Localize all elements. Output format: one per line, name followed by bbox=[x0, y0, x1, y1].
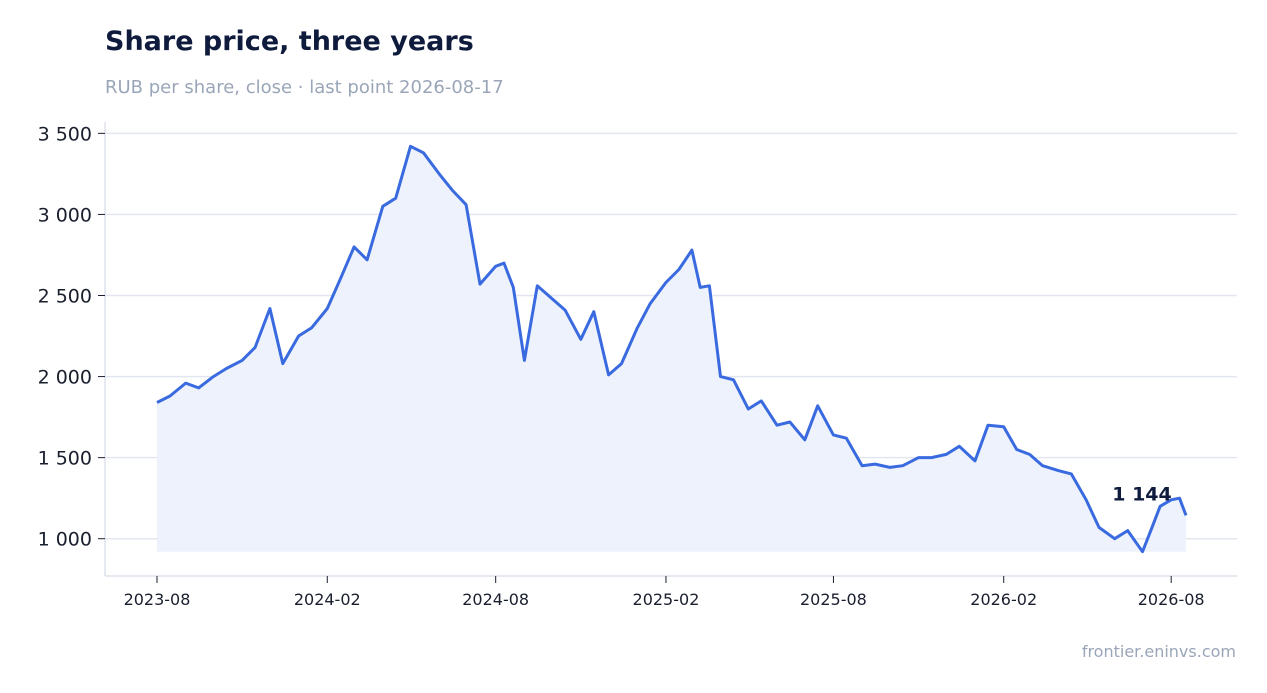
y-tick-label: 3 000 bbox=[38, 204, 92, 226]
source-label: frontier.eninvs.com bbox=[1081, 642, 1236, 661]
chart-subtitle: RUB per share, close · last point 2026-0… bbox=[105, 77, 504, 98]
chart-title: Share price, three years bbox=[105, 26, 474, 57]
price-line bbox=[156, 144, 1188, 554]
x-tick-label: 2024-08 bbox=[462, 590, 529, 609]
axes bbox=[104, 122, 1237, 577]
x-axis-ticks: 2023-08 2024-02 2024-08 2025-02 2025-08 2026-… bbox=[124, 576, 1205, 609]
x-tick-label: 2026-02 bbox=[970, 590, 1037, 609]
x-tick-label: 2026-08 bbox=[1138, 590, 1205, 609]
price-area-fill bbox=[157, 146, 1186, 552]
x-tick-label: 2024-02 bbox=[294, 590, 361, 609]
y-tick-label: 2 500 bbox=[38, 285, 92, 307]
y-tick-label: 1 500 bbox=[38, 448, 92, 470]
last-value-label: 1 144 bbox=[1112, 483, 1172, 505]
y-tick-label: 3 500 bbox=[38, 123, 92, 145]
y-tick-label: 1 000 bbox=[38, 529, 92, 551]
y-tick-label: 2 000 bbox=[38, 367, 92, 389]
x-tick-label: 2025-02 bbox=[633, 590, 700, 609]
x-tick-label: 2025-08 bbox=[800, 590, 867, 609]
y-axis-ticks: 1 000 1 500 2 000 2 500 3 000 3 500 bbox=[38, 123, 105, 551]
x-tick-label: 2023-08 bbox=[124, 590, 191, 609]
